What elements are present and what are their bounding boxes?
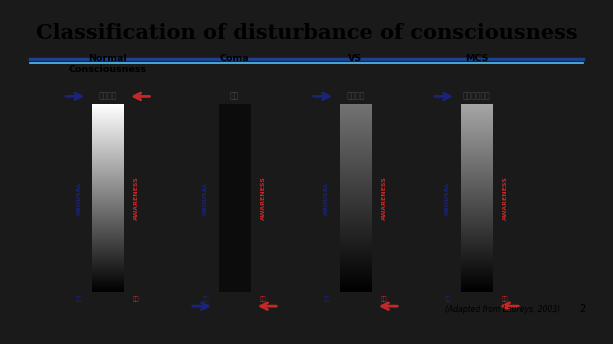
Text: AROUSAL: AROUSAL (77, 181, 82, 215)
Text: AWARENESS: AWARENESS (503, 176, 508, 220)
Text: 2: 2 (580, 304, 586, 314)
Text: 觉醒: 觉醒 (444, 297, 451, 302)
Text: AROUSAL: AROUSAL (204, 181, 208, 215)
Text: 知觉: 知觉 (502, 297, 508, 302)
Text: 植物状态: 植物状态 (346, 92, 365, 101)
Text: 昃迷: 昃迷 (230, 92, 239, 101)
Text: AWARENESS: AWARENESS (134, 176, 139, 220)
Text: AROUSAL: AROUSAL (324, 181, 329, 215)
Text: 觉醒: 觉醒 (76, 297, 82, 302)
Text: 知觉: 知觉 (260, 297, 266, 302)
Text: Normal
Consciousness: Normal Consciousness (69, 54, 147, 74)
Text: Coma: Coma (219, 54, 249, 63)
Text: Classification of disturbance of consciousness: Classification of disturbance of conscio… (36, 23, 577, 43)
Text: 知觉: 知觉 (381, 297, 387, 302)
Text: 正常意识: 正常意识 (99, 92, 117, 101)
Text: VS: VS (348, 54, 362, 63)
Text: AROUSAL: AROUSAL (446, 181, 451, 215)
Text: 最小意识状态: 最小意识状态 (463, 92, 490, 101)
Text: AWARENESS: AWARENESS (261, 176, 265, 220)
Text: 觉醒: 觉醒 (203, 297, 209, 302)
Text: AWARENESS: AWARENESS (381, 176, 387, 220)
Text: MCS: MCS (465, 54, 488, 63)
Text: 觉醒: 觉醒 (324, 297, 330, 302)
Text: 知觉: 知觉 (133, 297, 140, 302)
Text: (Adapted from Laureys, 2003): (Adapted from Laureys, 2003) (445, 305, 560, 314)
